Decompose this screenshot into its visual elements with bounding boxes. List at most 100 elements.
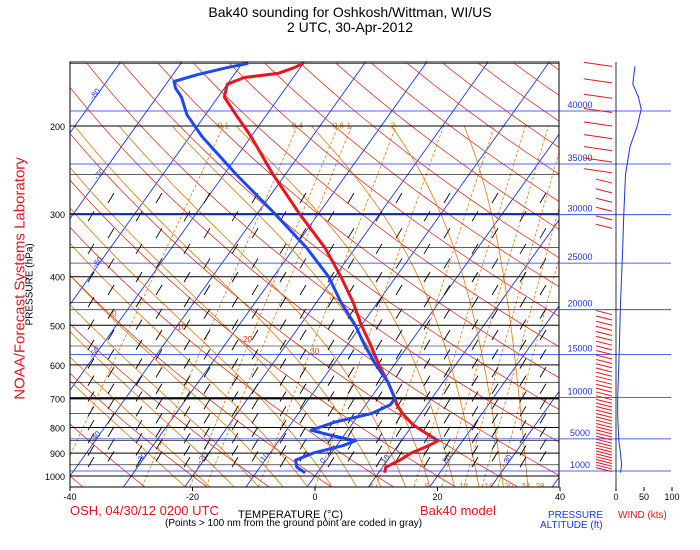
dry-adiabat [371, 63, 559, 202]
wind-barb [423, 419, 431, 431]
wind-barb [87, 358, 95, 369]
wind-barb [155, 451, 163, 462]
dry-adiabat-label: 30 [310, 347, 319, 356]
isotherm-line [367, 219, 559, 487]
isotherm-line [184, 62, 489, 487]
wind-barb [279, 271, 287, 283]
wind-barb-red [595, 416, 613, 422]
pressure-tick-label: 1000 [45, 472, 65, 482]
wind-barb [443, 192, 451, 204]
mixing-ratio-line [497, 256, 559, 487]
wind-barb [471, 445, 479, 456]
wind-barb [395, 227, 403, 239]
wind-barb [491, 426, 499, 438]
thermodynamic-background: -120-110-100-90-80-70-60-50-40-30-20-100… [70, 62, 700, 491]
wind-barb [443, 284, 451, 296]
wind-barb [107, 413, 115, 424]
pressure-tick-label: 800 [50, 423, 65, 433]
wind-barb [251, 383, 259, 394]
wind-barb [299, 329, 307, 341]
wind-barb [471, 339, 479, 351]
wind-barb [443, 426, 451, 438]
wind-barb [107, 192, 115, 204]
wind-barb [519, 391, 527, 402]
wind-barb [279, 391, 287, 402]
wind-barb [279, 456, 287, 468]
isotherm-line [245, 62, 550, 487]
moist-adiabat [391, 125, 504, 487]
wind-barb [203, 451, 211, 462]
wind-barb [135, 339, 143, 351]
wind-barb-red [595, 358, 613, 364]
wind-barb [203, 329, 211, 341]
wind-barb [539, 439, 547, 450]
wind-barb [471, 406, 479, 417]
wind-barb [155, 439, 163, 450]
dry-adiabat [86, 63, 559, 443]
wind-barb [231, 391, 239, 402]
isotherm-line [70, 62, 305, 391]
wind-barb [251, 451, 259, 462]
wind-barb [471, 456, 479, 468]
wind-barb [87, 445, 95, 456]
wind-barb [107, 451, 115, 462]
isotherm-line [70, 62, 183, 220]
wind-barb [423, 456, 431, 468]
wind-barb-red [595, 419, 613, 425]
wind-barb [135, 319, 143, 330]
dry-adiabat [585, 63, 700, 486]
wind-barb [327, 456, 335, 468]
wind-barb [299, 383, 307, 394]
pressure-tick-label: 400 [50, 273, 65, 283]
wind-barb-red [595, 441, 613, 447]
dewpoint-profile [172, 62, 397, 474]
wind-barb [539, 308, 547, 319]
moist-adiabat [70, 331, 235, 487]
wind-barb [443, 413, 451, 424]
wind-barb [519, 358, 527, 369]
wind-barb [519, 406, 527, 417]
wind-barb [471, 391, 479, 402]
wind-barb [135, 419, 143, 431]
wind-barb [395, 329, 403, 341]
wind-barb-red [595, 335, 613, 341]
wind-barb [471, 375, 479, 386]
wind-barb [491, 284, 499, 296]
wind-barb [347, 329, 355, 341]
wind-barb [183, 296, 191, 308]
chart-subtitle: 2 UTC, 30-Apr-2012 [286, 19, 414, 35]
wind-barb [491, 383, 499, 394]
wind-barb [203, 308, 211, 319]
wind-barb [395, 413, 403, 424]
wind-barb [491, 439, 499, 450]
wind-barb [491, 398, 499, 410]
wind-barb [87, 339, 95, 351]
wind-barb [231, 445, 239, 456]
wind-barb [443, 439, 451, 450]
wind-barb [491, 192, 499, 204]
wind-barb [519, 432, 527, 444]
wind-barb [107, 383, 115, 394]
mixing-ratio-label: 8 [425, 482, 430, 491]
temperature-tick-label: 0 [312, 492, 317, 502]
wind-barb [135, 445, 143, 456]
wind-barb [231, 375, 239, 386]
wind-barb [395, 284, 403, 296]
wind-barb [107, 329, 115, 341]
wind-barb [87, 432, 95, 444]
wind-barb-red [583, 61, 613, 67]
wind-barb [519, 339, 527, 351]
wind-barb [299, 308, 307, 319]
wind-barb [87, 319, 95, 330]
wind-barb [471, 358, 479, 369]
isotherm-line [70, 62, 244, 306]
wind-barb [279, 419, 287, 431]
wind-barb [251, 367, 259, 378]
altitude-tick-label: 5000 [570, 428, 590, 438]
wind-barb [539, 426, 547, 438]
sounding-profiles [172, 62, 440, 474]
dry-adiabat-label: 10 [177, 323, 186, 332]
wind-barb [491, 367, 499, 378]
wind-barb-red [583, 78, 613, 84]
